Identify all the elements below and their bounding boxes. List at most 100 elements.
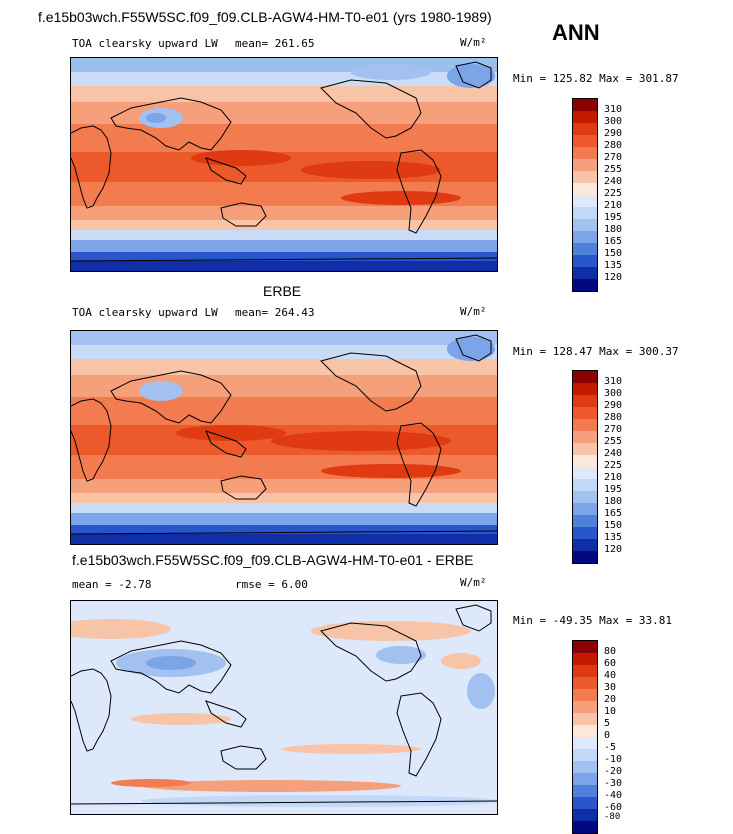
cbar-swatch <box>573 419 597 431</box>
cbar-swatch <box>573 407 597 419</box>
cbar-label: 240 <box>604 448 623 459</box>
cbar-swatch <box>573 123 597 135</box>
cbar-swatch <box>573 503 597 515</box>
cbar-swatch <box>573 677 597 689</box>
cbar-swatch <box>573 701 597 713</box>
cbar-label: 210 <box>604 200 623 211</box>
cbar-swatch <box>573 231 597 243</box>
map-obs <box>70 330 498 545</box>
cbar-swatch <box>573 207 597 219</box>
cbar-label: 280 <box>604 412 623 423</box>
field-label-model: TOA clearsky upward LW <box>72 37 218 50</box>
cbar-swatch <box>573 279 597 291</box>
cbar-swatch <box>573 689 597 701</box>
cbar-swatch <box>573 653 597 665</box>
cbar-swatch <box>573 135 597 147</box>
cbar-label: 40 <box>604 670 617 681</box>
cbar-label: -40 <box>604 790 623 801</box>
cbar-label: 135 <box>604 260 623 271</box>
cbar-swatch <box>573 665 597 677</box>
cbar-swatch <box>573 147 597 159</box>
cbar-label: 180 <box>604 224 623 235</box>
cbar-label: 80 <box>604 646 617 657</box>
cbar-label: -80 <box>604 812 621 822</box>
rmse-diff: rmse = 6.00 <box>235 578 308 591</box>
cbar-label: 20 <box>604 694 617 705</box>
cbar-label: 210 <box>604 472 623 483</box>
cbar-swatch <box>573 371 597 383</box>
cbar-swatch <box>573 785 597 797</box>
cbar-label: 255 <box>604 436 623 447</box>
cbar-label: 195 <box>604 484 623 495</box>
panel-heading-diff: f.e15b03wch.F55W5SC.f09_f09.CLB-AGW4-HM-… <box>72 552 474 568</box>
cbar-label: 290 <box>604 128 623 139</box>
map-model <box>70 57 498 272</box>
cbar-label: 5 <box>604 718 611 729</box>
cbar-label: 300 <box>604 116 623 127</box>
season-label: ANN <box>552 20 600 45</box>
cbar-label: 255 <box>604 164 623 175</box>
cbar-swatch <box>573 183 597 195</box>
cbar-swatch <box>573 515 597 527</box>
cbar-swatch <box>573 395 597 407</box>
cbar-label: 135 <box>604 532 623 543</box>
units-model: W/m² <box>460 36 487 49</box>
cbar-swatch <box>573 737 597 749</box>
cbar-label: 270 <box>604 152 623 163</box>
cbar-label: 60 <box>604 658 617 669</box>
cbar-label: 270 <box>604 424 623 435</box>
cbar-label: 300 <box>604 388 623 399</box>
cbar-swatch <box>573 455 597 467</box>
cbar-label: 165 <box>604 236 623 247</box>
cbar-swatch <box>573 527 597 539</box>
colorbar-diff <box>572 640 598 834</box>
colorbar-obs <box>572 370 598 564</box>
cbar-swatch <box>573 725 597 737</box>
mean-diff: mean = -2.78 <box>72 578 152 591</box>
cbar-label: 195 <box>604 212 623 223</box>
cbar-swatch <box>573 551 597 563</box>
cbar-swatch <box>573 749 597 761</box>
cbar-swatch <box>573 539 597 551</box>
cbar-swatch <box>573 431 597 443</box>
cbar-label: 120 <box>604 272 623 283</box>
map-diff <box>70 600 498 815</box>
cbar-label: 280 <box>604 140 623 151</box>
cbar-label: 150 <box>604 248 623 259</box>
units-diff: W/m² <box>460 576 487 589</box>
cbar-label: 10 <box>604 706 617 717</box>
minmax-obs: Min = 128.47 Max = 300.37 <box>513 345 679 358</box>
cbar-label: -30 <box>604 778 623 789</box>
cbar-label: 165 <box>604 508 623 519</box>
case-title: f.e15b03wch.F55W5SC.f09_f09.CLB-AGW4-HM-… <box>38 9 492 25</box>
cbar-swatch <box>573 159 597 171</box>
field-label-obs: TOA clearsky upward LW <box>72 306 218 319</box>
cbar-swatch <box>573 111 597 123</box>
cbar-label: 225 <box>604 188 623 199</box>
cbar-label: -60 <box>604 802 623 813</box>
cbar-label: 310 <box>604 104 623 115</box>
colorbar-model <box>572 98 598 292</box>
cbar-swatch <box>573 243 597 255</box>
cbar-swatch <box>573 797 597 809</box>
cbar-label: 290 <box>604 400 623 411</box>
cbar-swatch <box>573 255 597 267</box>
cbar-swatch <box>573 467 597 479</box>
cbar-label: 225 <box>604 460 623 471</box>
cbar-swatch <box>573 479 597 491</box>
cbar-swatch <box>573 383 597 395</box>
cbar-swatch <box>573 267 597 279</box>
cbar-label: 240 <box>604 176 623 187</box>
cbar-label: 180 <box>604 496 623 507</box>
cbar-swatch <box>573 219 597 231</box>
cbar-label: 0 <box>604 730 611 741</box>
units-obs: W/m² <box>460 305 487 318</box>
cbar-label: -5 <box>604 742 617 753</box>
cbar-swatch <box>573 713 597 725</box>
cbar-label: 150 <box>604 520 623 531</box>
cbar-swatch <box>573 99 597 111</box>
mean-obs: mean= 264.43 <box>235 306 315 319</box>
cbar-label: -20 <box>604 766 623 777</box>
cbar-swatch <box>573 641 597 653</box>
cbar-swatch <box>573 195 597 207</box>
